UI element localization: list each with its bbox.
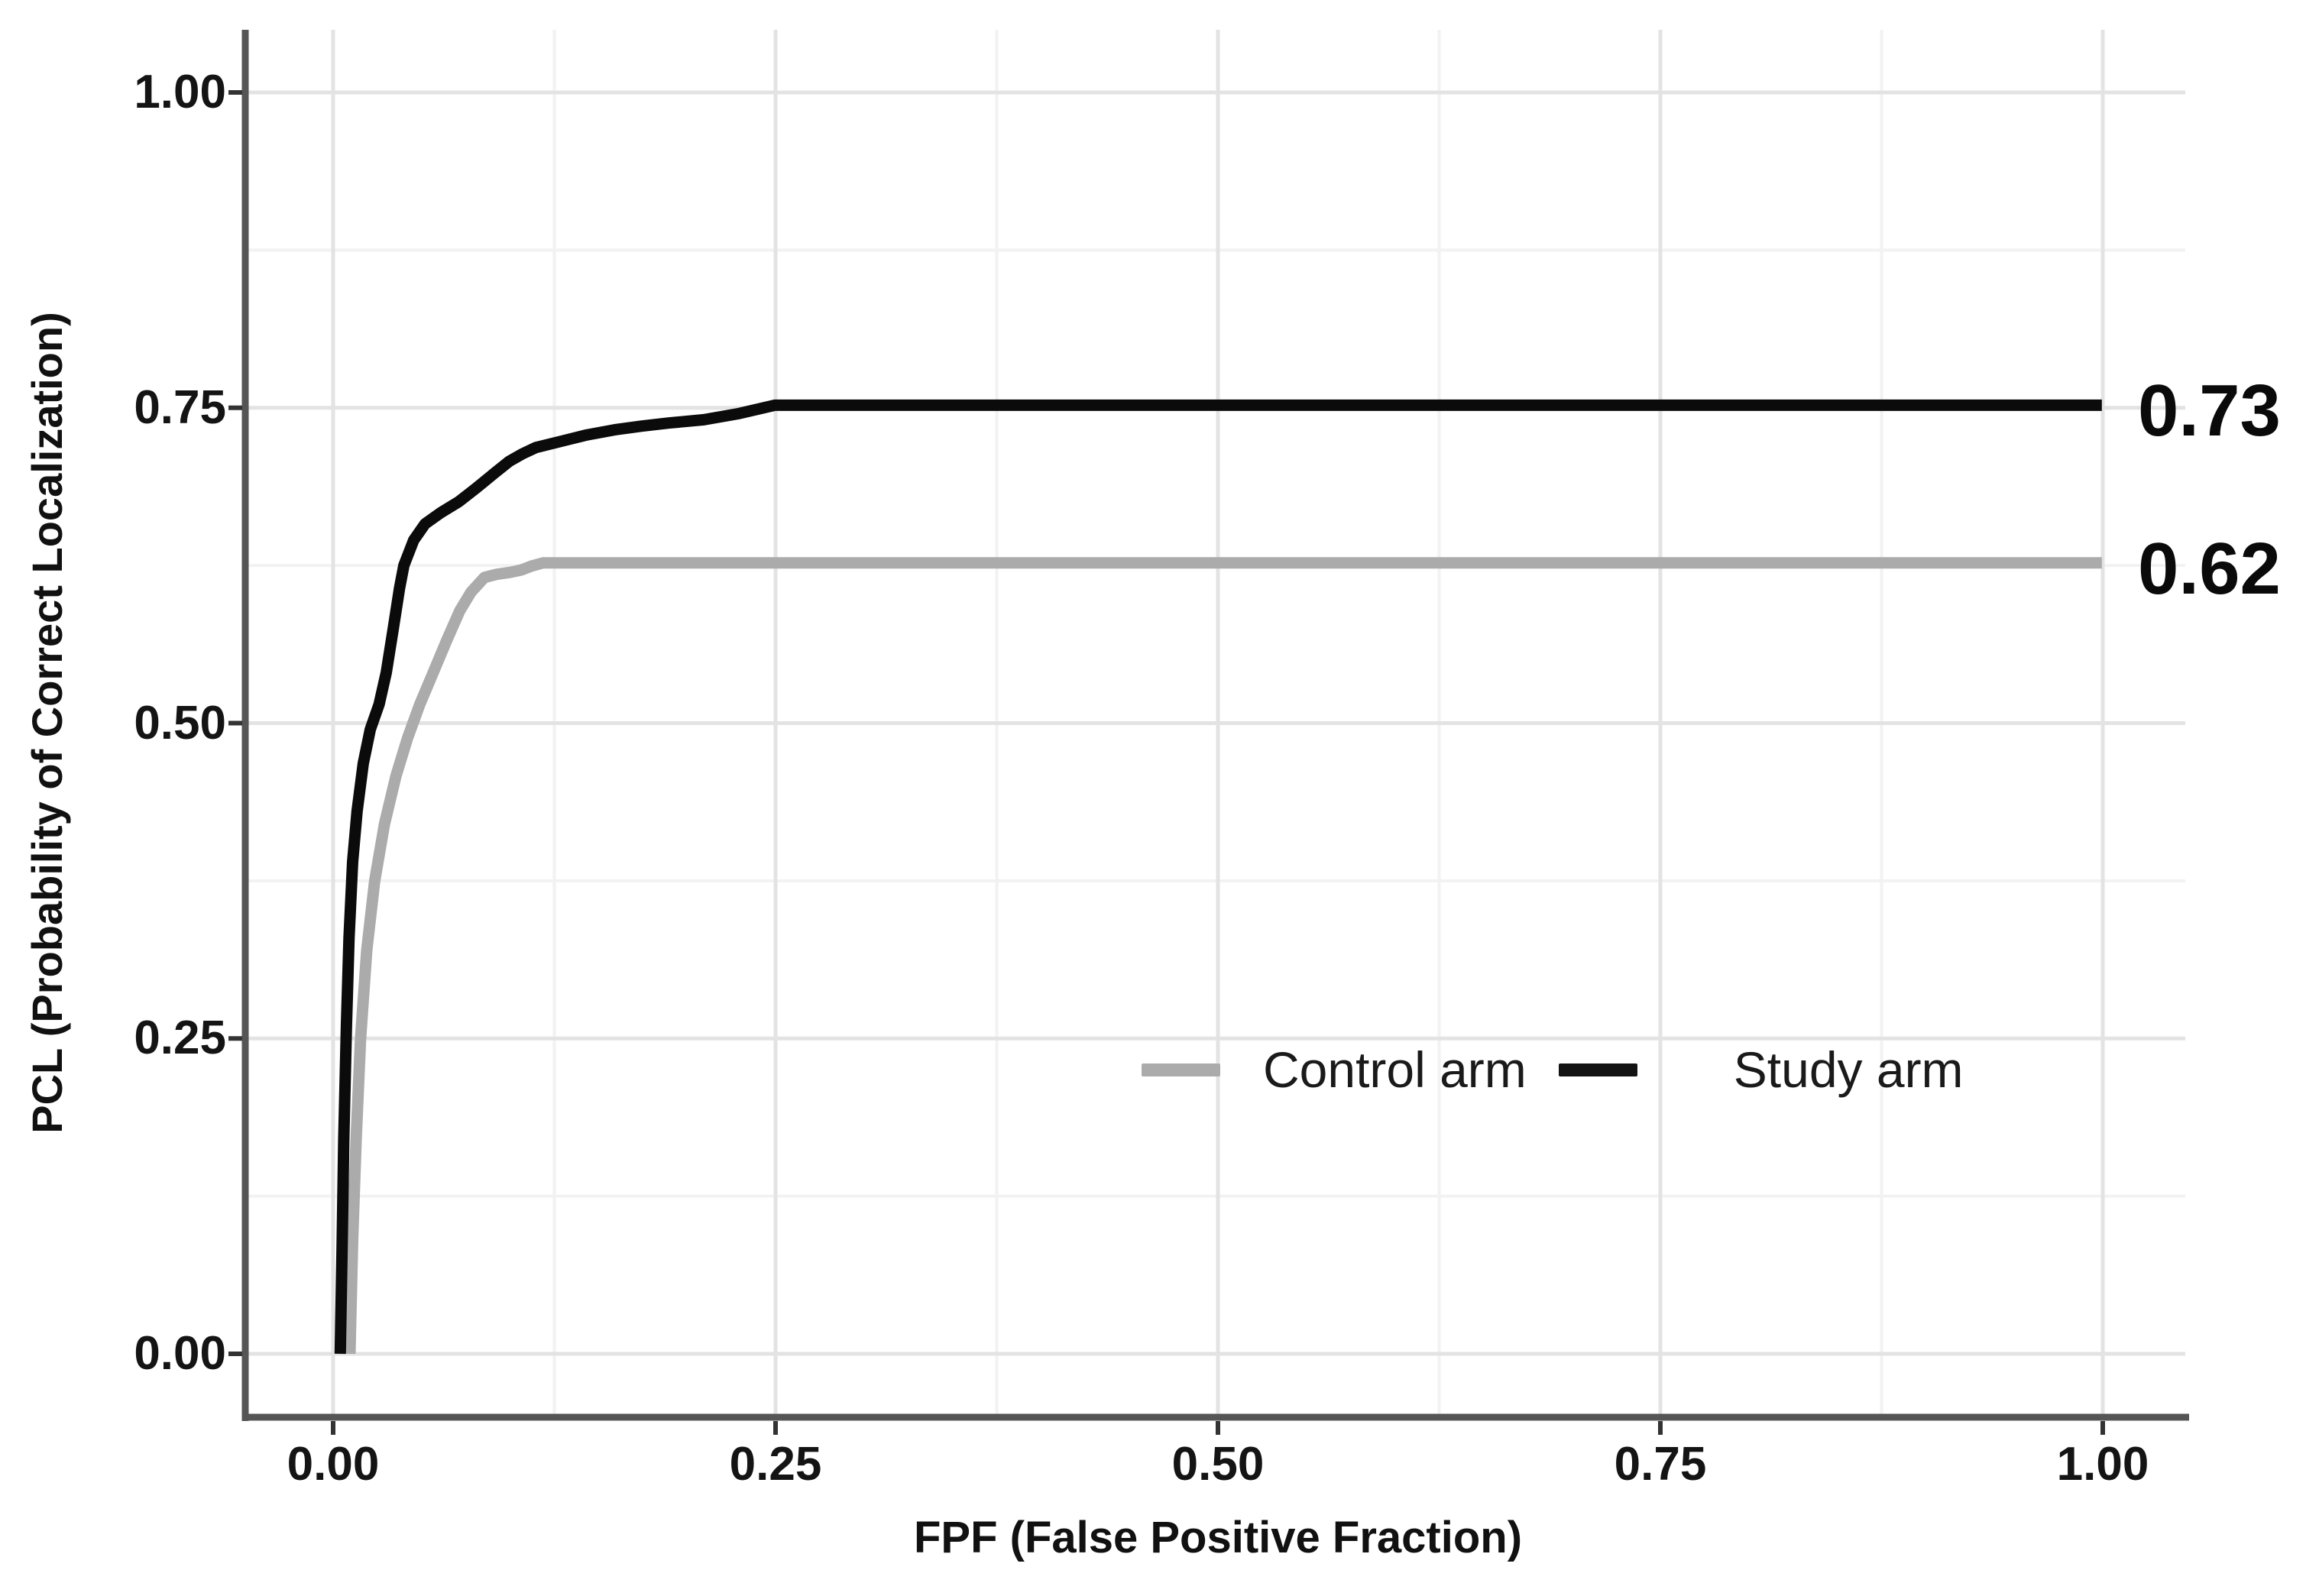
x-tick-label-0.50: 0.50: [1171, 1438, 1265, 1491]
x-tick-label-1.00: 1.00: [2056, 1438, 2149, 1491]
x-axis-title: FPF (False Positive Fraction): [913, 1513, 1523, 1562]
y-tick-label-0.50: 0.50: [134, 697, 226, 749]
x-tick-label-0.75: 0.75: [1614, 1438, 1707, 1491]
legend-label-study-arm: Study arm: [1733, 1041, 1964, 1098]
legend: Control arm Study arm: [1142, 1038, 1964, 1102]
control-arm-final-value: 0.62: [2138, 528, 2281, 610]
study-arm-curve: [334, 399, 2102, 1355]
y-tick-label-1.00: 1.00: [134, 66, 226, 118]
legend-label-control-arm: Control arm: [1263, 1041, 1527, 1098]
control-arm-curve: [344, 557, 2102, 1355]
legend-item-study-arm: Study arm: [1558, 1038, 1964, 1102]
legend-swatch-study-arm: [1558, 1063, 1637, 1076]
gridlines-major: [243, 30, 2185, 1417]
y-tick-label-0.25: 0.25: [134, 1012, 226, 1064]
y-tick-label-0.75: 0.75: [134, 381, 226, 434]
curves: [334, 399, 2102, 1355]
legend-item-control-arm: Control arm: [1142, 1038, 1527, 1102]
legend-swatch-control-arm: [1142, 1063, 1220, 1076]
study-arm-final-value: 0.73: [2138, 370, 2281, 452]
axes: [228, 30, 2189, 1435]
y-tick-label-0.00: 0.00: [134, 1327, 226, 1380]
x-tick-label-0.25: 0.25: [729, 1438, 822, 1491]
x-tick-label-0.00: 0.00: [287, 1438, 380, 1491]
y-axis-title: PCL (Probability of Correct Localization…: [23, 312, 71, 1134]
